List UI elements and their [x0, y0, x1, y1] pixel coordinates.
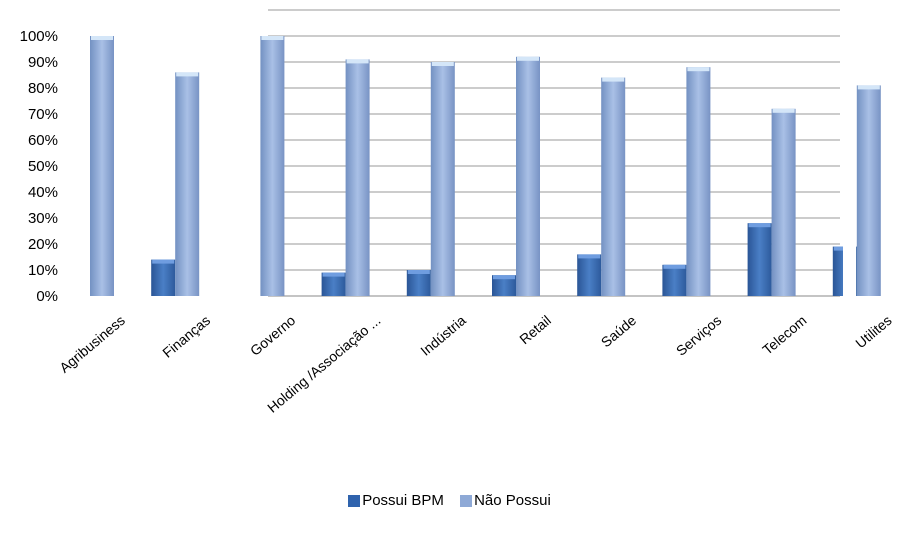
x-tick-label: Telecom [759, 312, 809, 358]
x-tick-label: Finanças [159, 312, 213, 361]
x-tick-label: Indústria [417, 312, 469, 359]
bar-cap [663, 264, 686, 269]
legend-swatch-nao-possui [460, 494, 473, 507]
bar-cap [176, 72, 199, 77]
y-tick-label: 40% [28, 184, 58, 201]
bar-cap [261, 36, 284, 40]
bar [175, 72, 200, 297]
legend-swatch-possui [348, 494, 361, 507]
x-tick-label: Serviços [673, 312, 724, 359]
legend-label-possui: Possui BPM [362, 492, 444, 509]
y-tick-label: 90% [28, 54, 58, 71]
bar-cap [407, 270, 430, 274]
mask-top [0, 0, 899, 8]
y-tick-label: 0% [36, 288, 58, 305]
bar [406, 270, 431, 296]
x-tick-label: Retail [516, 312, 554, 347]
bar [430, 62, 455, 296]
bar [856, 85, 881, 297]
y-tick-label: 30% [28, 210, 58, 227]
legend-label-nao-possui: Não Possui [474, 492, 551, 509]
mask-right-gap [843, 0, 856, 300]
y-tick-label: 50% [28, 158, 58, 175]
bar [345, 59, 370, 297]
y-tick-label: 70% [28, 106, 58, 123]
legend: Possui BPM Não Possui [0, 492, 899, 511]
bar-cap [857, 85, 880, 90]
x-tick-label: Saúde [598, 312, 639, 350]
bar [151, 259, 176, 296]
x-tick-label: Utilites [852, 312, 894, 351]
legend-item-nao-possui: Não Possui [460, 492, 551, 509]
bars [0, 0, 899, 300]
x-tick-label: Governo [247, 312, 299, 359]
bar [321, 272, 346, 296]
legend-item-possui: Possui BPM [348, 492, 444, 509]
bar [492, 275, 516, 296]
bar [771, 108, 796, 296]
bar-cap [493, 275, 515, 280]
bar [747, 223, 772, 296]
bar [90, 36, 114, 296]
bar-cap [346, 59, 369, 64]
y-tick-label: 20% [28, 236, 58, 253]
bar [662, 264, 687, 296]
bar-cap [748, 223, 771, 228]
x-tick-label: Agribusiness [56, 312, 128, 376]
y-tick-label: 100% [20, 28, 58, 45]
bar [260, 36, 285, 296]
bar-cap [517, 56, 539, 61]
bar-cap [578, 254, 601, 259]
bar [577, 254, 602, 296]
y-axis: 0% 10% 20% 30% 40% 50% 60% 70% 80% 90% 100% [20, 28, 58, 305]
bar-cap [322, 272, 345, 277]
y-tick-label: 10% [28, 262, 58, 279]
bar-cap [772, 108, 795, 113]
bar-cap [602, 77, 625, 82]
bar-cap [152, 259, 175, 264]
y-tick-label: 80% [28, 80, 58, 97]
bar-cap [431, 62, 454, 66]
bar [601, 77, 626, 296]
bar-cap [687, 67, 710, 72]
bar-cap [91, 36, 113, 40]
bar [686, 67, 711, 296]
y-tick-label: 60% [28, 132, 58, 149]
bar [516, 56, 540, 296]
